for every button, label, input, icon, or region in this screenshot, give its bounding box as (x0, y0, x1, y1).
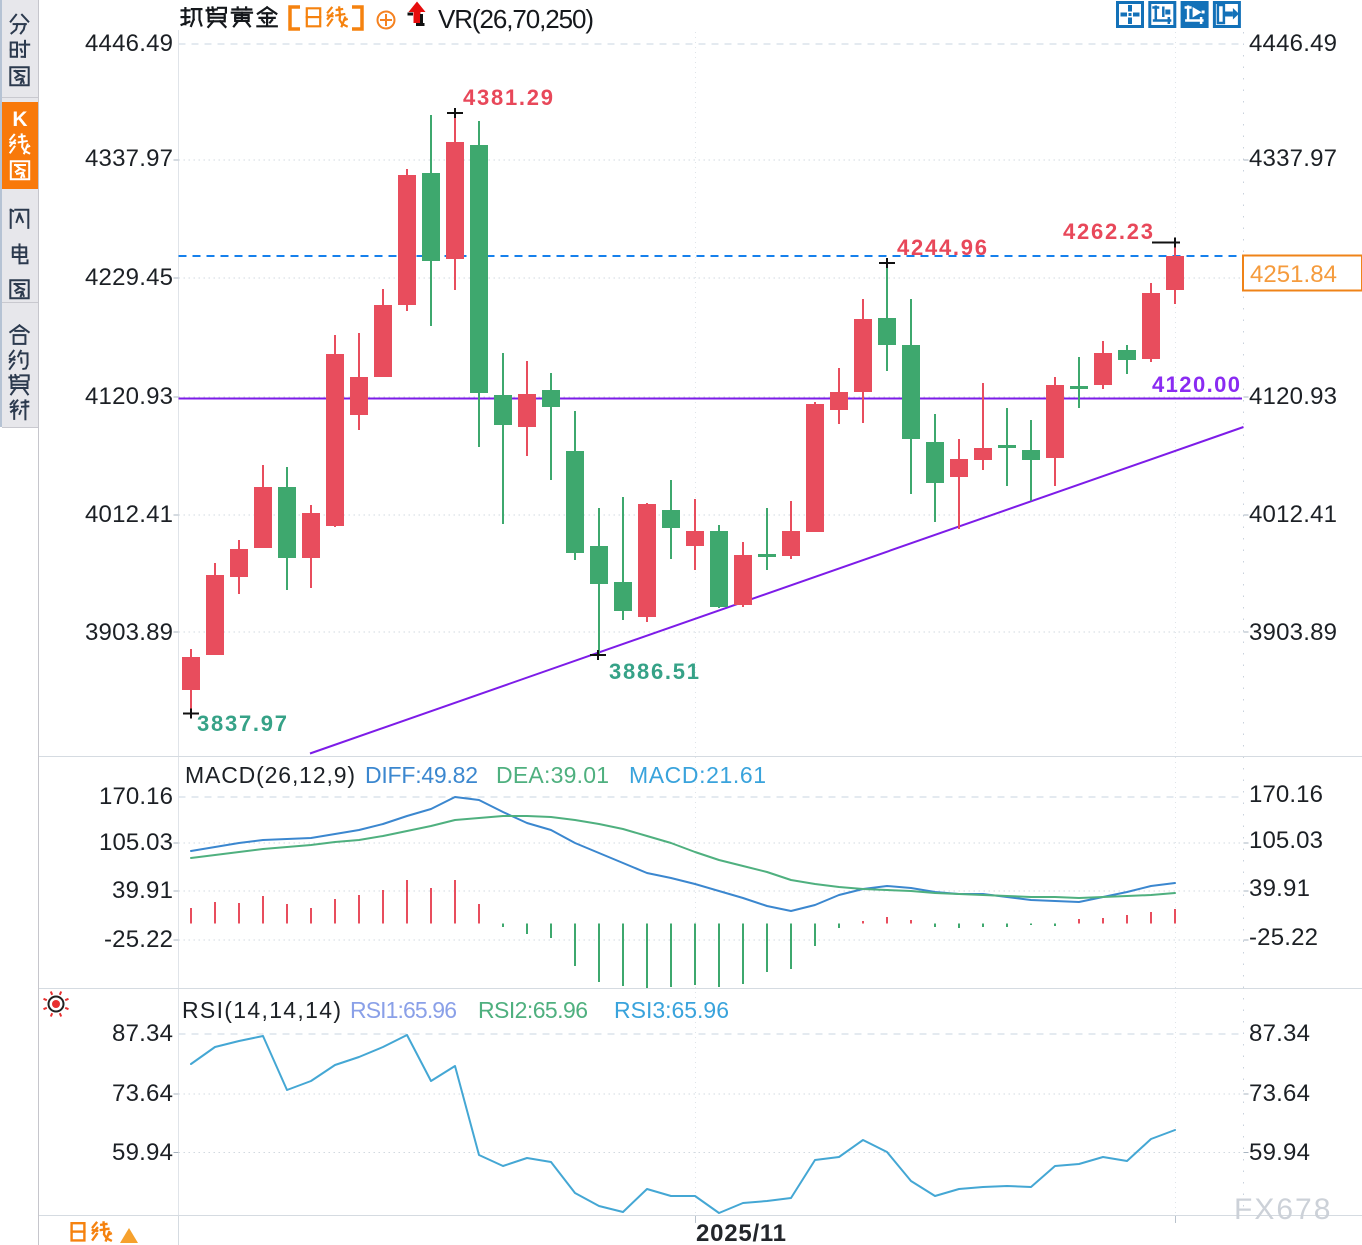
svg-text:4262.23: 4262.23 (1063, 219, 1153, 244)
svg-text:4251.84: 4251.84 (1250, 261, 1337, 288)
svg-text:4229.45: 4229.45 (85, 264, 173, 291)
svg-text:MACD(26,12,9): MACD(26,12,9) (185, 762, 355, 788)
svg-text:2025/11: 2025/11 (696, 1220, 786, 1245)
svg-text:39.91: 39.91 (112, 877, 173, 904)
svg-text:-25.22: -25.22 (1249, 924, 1318, 951)
svg-text:170.16: 170.16 (99, 783, 173, 810)
svg-text:4337.97: 4337.97 (1249, 145, 1337, 172)
svg-text:170.16: 170.16 (1249, 781, 1323, 808)
svg-text:105.03: 105.03 (99, 829, 173, 856)
svg-text:59.94: 59.94 (112, 1139, 173, 1166)
svg-text:3837.97: 3837.97 (197, 711, 287, 736)
svg-text:K: K (12, 108, 27, 131)
svg-text:4120.93: 4120.93 (85, 383, 173, 410)
svg-text:4381.29: 4381.29 (463, 85, 553, 110)
svg-text:4120.00: 4120.00 (1152, 372, 1240, 397)
svg-text:RSI2:65.96: RSI2:65.96 (478, 997, 588, 1023)
svg-text:59.94: 59.94 (1249, 1139, 1310, 1166)
svg-text:-25.22: -25.22 (104, 926, 173, 953)
svg-text:73.64: 73.64 (1249, 1080, 1310, 1107)
svg-text:4012.41: 4012.41 (85, 501, 173, 528)
svg-text:73.64: 73.64 (112, 1080, 173, 1107)
svg-text:RSI3:65.96: RSI3:65.96 (614, 997, 729, 1023)
svg-text:DIFF:49.82: DIFF:49.82 (365, 762, 478, 788)
svg-text:105.03: 105.03 (1249, 827, 1323, 854)
svg-text:4120.93: 4120.93 (1249, 383, 1337, 410)
svg-text:FX678: FX678 (1234, 1193, 1332, 1226)
svg-text:VR(26,70,250): VR(26,70,250) (438, 4, 594, 34)
svg-text:RSI(14,14,14): RSI(14,14,14) (182, 997, 341, 1023)
svg-text:4446.49: 4446.49 (1249, 30, 1337, 57)
svg-text:87.34: 87.34 (112, 1020, 173, 1047)
svg-text:3886.51: 3886.51 (609, 659, 699, 684)
svg-text:87.34: 87.34 (1249, 1020, 1310, 1047)
svg-text:3903.89: 3903.89 (85, 619, 173, 646)
svg-text:4244.96: 4244.96 (897, 235, 987, 260)
svg-text:MACD:21.61: MACD:21.61 (629, 762, 766, 788)
svg-text:3903.89: 3903.89 (1249, 619, 1337, 646)
svg-text:4446.49: 4446.49 (85, 30, 173, 57)
svg-text:39.91: 39.91 (1249, 875, 1310, 902)
svg-text:RSI1:65.96: RSI1:65.96 (350, 997, 457, 1023)
svg-text:4012.41: 4012.41 (1249, 501, 1337, 528)
svg-text:DEA:39.01: DEA:39.01 (496, 762, 609, 788)
svg-text:4337.97: 4337.97 (85, 145, 173, 172)
